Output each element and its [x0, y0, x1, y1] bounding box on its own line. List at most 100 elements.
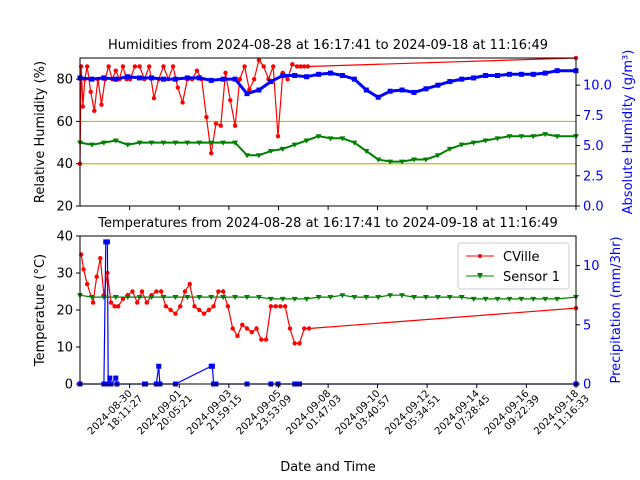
- top-series-2-point-2: [101, 75, 107, 81]
- legend-box: [457, 242, 570, 290]
- bottom-cville-point-26: [192, 304, 197, 309]
- bottom-cville-point-20: [163, 304, 169, 309]
- top-series-1-point-21: [327, 136, 334, 142]
- top-series-1-point-14: [244, 153, 251, 159]
- top-series-0-point-8: [99, 102, 104, 107]
- top-series-2-point-13: [232, 76, 238, 82]
- bottom-cville-point-25: [187, 281, 192, 287]
- top-series-0-point-2: [80, 104, 86, 109]
- bottom-cville-point-4: [94, 274, 99, 279]
- top-series-2-point-30: [435, 82, 441, 88]
- bottom-sensor-1-point-21: [327, 295, 334, 301]
- x-tick-label-4: 2024-09-0801:47:03: [284, 386, 343, 445]
- top-left-tick-label-3: 80: [56, 73, 73, 88]
- top-series-0-point-6: [92, 108, 97, 114]
- top-series-2-point-3: [113, 76, 119, 82]
- bottom-sensor-1-point-39: [542, 296, 549, 302]
- bottom-right-axis-label: Precipitation (mm/3hr): [609, 236, 624, 383]
- bottom-sensor-1-point-12: [220, 295, 227, 301]
- top-series-1-point-5: [136, 140, 143, 146]
- bottom-cville-point-35: [235, 333, 240, 339]
- top-series-2-point-6: [149, 75, 155, 81]
- top-series-1-point-6: [148, 140, 155, 146]
- bottom-cville-point-19: [158, 289, 164, 294]
- top-series-0-point-42: [251, 76, 257, 82]
- top-series-2-point-20: [316, 71, 322, 77]
- bottom-cville-point-9: [112, 304, 117, 309]
- top-series-0-point-5: [88, 89, 93, 95]
- top-series-0-point-26: [175, 85, 181, 90]
- bottom-sensor-1-point-37: [518, 296, 525, 302]
- top-series-2-point-25: [375, 94, 381, 100]
- bottom-sensor-1-point-9: [184, 295, 191, 301]
- bottom-left-tick-label-4: 40: [56, 230, 73, 245]
- bottom-sensor-1-point-5: [136, 295, 143, 301]
- top-series-0-point-47: [275, 134, 281, 139]
- bottom-sensor-1-point-18: [291, 296, 298, 302]
- top-series-0-point-54: [305, 64, 311, 69]
- top-series-1-point-29: [422, 157, 429, 163]
- top-series-2-point-32: [459, 76, 465, 82]
- top-series-2-point-40: [554, 68, 560, 74]
- top-series-0-point-25: [170, 64, 176, 69]
- top-series-2-point-33: [471, 75, 477, 81]
- bottom-series-2-point-7: [113, 375, 119, 381]
- bottom-cville-line: [80, 254, 577, 344]
- top-left-tick-label-0: 20: [56, 200, 73, 215]
- top-left-axis-label: Relative Humidity (%): [33, 61, 48, 203]
- top-series-1-point-13: [232, 140, 239, 146]
- top-right-tick-label-2: 5.0: [583, 139, 604, 154]
- bottom-series-2-point-12: [156, 363, 162, 369]
- top-series-0-point-44: [261, 64, 266, 69]
- top-series-1-point-20: [315, 134, 322, 140]
- bottom-cville-point-41: [263, 337, 269, 342]
- bottom-sensor-1-point-35: [494, 296, 501, 302]
- top-series-2-point-27: [399, 87, 405, 93]
- top-series-2-point-29: [423, 86, 429, 92]
- top-series-1-point-19: [303, 138, 310, 144]
- bottom-chart-title: Temperatures from 2024-08-28 at 16:17:41…: [97, 216, 557, 231]
- x-tick-label-7: 2024-09-1407:28:45: [433, 386, 492, 445]
- top-series-1-point-39: [542, 132, 549, 138]
- bottom-cville-point-38: [249, 330, 254, 335]
- top-series-0-point-18: [137, 64, 142, 69]
- bottom-cville-point-39: [254, 326, 259, 331]
- top-series-1-point-40: [554, 134, 561, 140]
- top-series-0-point-50: [290, 62, 295, 67]
- top-right-axis-label: Absolute Humidity (g/m³): [621, 50, 636, 215]
- bottom-sensor-1-point-28: [411, 295, 418, 301]
- legend-marker-cville: [478, 254, 482, 258]
- x-tick-label-3: 2024-09-0523:53:09: [235, 386, 294, 445]
- x-tick-label-6: 2024-09-1205:34:51: [383, 386, 442, 445]
- top-series-0-point-36: [223, 70, 228, 76]
- bottom-sensor-1-point-32: [458, 295, 465, 301]
- top-series-1-point-7: [160, 140, 167, 146]
- x-axis-label: Date and Time: [280, 460, 376, 475]
- top-series-2-point-4: [125, 74, 131, 80]
- x-tick-label-9: 2024-09-1811:16:33: [532, 386, 591, 445]
- bottom-sensor-1-point-15: [255, 295, 262, 301]
- bottom-series-2-point-16: [209, 363, 215, 369]
- top-series-0-point-39: [237, 76, 243, 82]
- top-series-1-point-34: [482, 138, 489, 144]
- bottom-sensor-1-point-25: [375, 295, 382, 301]
- bottom-sensor-1-point-14: [244, 295, 251, 301]
- bottom-cville-point-28: [201, 311, 207, 316]
- top-series-1-point-27: [399, 159, 406, 165]
- bottom-cville-point-11: [120, 296, 126, 302]
- bottom-cville-point-3: [90, 300, 96, 305]
- top-series-2-point-8: [172, 76, 178, 82]
- bottom-sensor-1-point-7: [160, 295, 167, 301]
- top-series-0-point-53: [302, 64, 307, 69]
- top-series-1-point-10: [196, 140, 203, 146]
- bottom-right-tick-label-2: 10: [583, 259, 600, 274]
- top-series-2-point-1: [89, 76, 95, 82]
- top-series-2-point-28: [411, 89, 417, 95]
- bottom-right-tick-label-0: 0: [583, 378, 591, 393]
- bottom-left-tick-label-1: 10: [56, 341, 73, 356]
- bottom-cville-point-15: [139, 289, 145, 294]
- bottom-cville-point-30: [211, 304, 216, 309]
- bottom-cville-point-22: [173, 311, 178, 316]
- bottom-left-axis-label: Temperature (°C): [33, 254, 48, 367]
